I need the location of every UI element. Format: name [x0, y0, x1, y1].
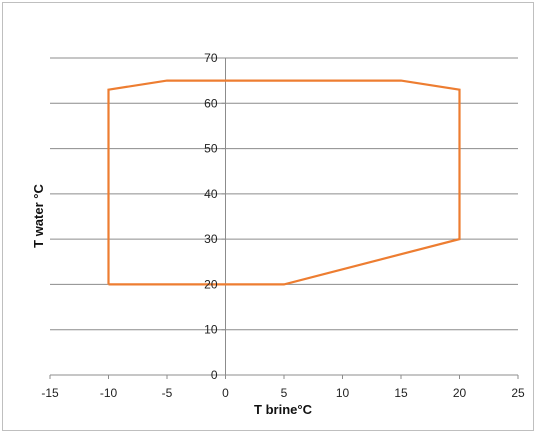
operating-envelope-line — [107, 79, 461, 286]
y-tick-label: 60 — [204, 96, 218, 110]
series-layer — [107, 79, 461, 286]
x-tick-label: -5 — [162, 386, 173, 400]
y-tick-label: 70 — [204, 51, 218, 65]
y-axis-label: T water °C — [31, 184, 46, 248]
x-tick-label: 0 — [222, 386, 229, 400]
x-tick-label: 20 — [453, 386, 467, 400]
axis-layer — [49, 57, 519, 379]
x-tick-label: 25 — [511, 386, 525, 400]
y-tick-label: 40 — [204, 187, 218, 201]
y-tick-label: 10 — [204, 323, 218, 337]
grid-layer — [50, 57, 518, 376]
x-tick-label: 15 — [394, 386, 408, 400]
chart-frame — [2, 2, 534, 431]
y-tick-label: 20 — [204, 277, 218, 291]
x-tick-label: 5 — [281, 386, 288, 400]
tick-layer: 0 10 20 30 40 50 60 70 -15 -10 -5 0 5 10 15 20 25 — [41, 51, 525, 400]
y-tick-label: 50 — [204, 142, 218, 156]
x-tick-label: -10 — [100, 386, 118, 400]
y-tick-label: 30 — [204, 232, 218, 246]
y-tick-label: 0 — [211, 368, 218, 382]
x-tick-label: -15 — [41, 386, 59, 400]
x-axis-label: T brine°C — [254, 402, 313, 417]
x-tick-label: 10 — [336, 386, 350, 400]
